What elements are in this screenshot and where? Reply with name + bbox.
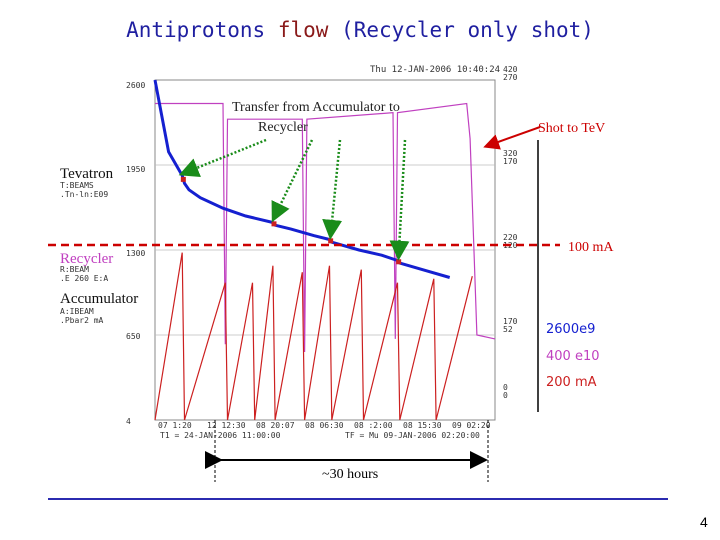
label-100ma: 100 mA — [568, 240, 614, 255]
right-tick-1b: 170 — [503, 157, 518, 166]
left-tick-0: 2600 — [126, 81, 145, 90]
left-tick-2: 1300 — [126, 249, 145, 258]
device-label-tevatron-2: .Tn-ln:E09 — [60, 190, 108, 199]
transfer-label-line1: Transfer from Accumulator to — [232, 100, 400, 115]
left-tick-3: 650 — [126, 332, 141, 341]
recycler-label: Recycler — [60, 251, 113, 267]
transfer-marker-0 — [180, 176, 186, 182]
transfer-label-line2: Recycler — [258, 120, 308, 135]
right-tick-4a: 0 — [503, 383, 508, 392]
title-paren: (Recycler only shot) — [341, 18, 594, 42]
transfer-marker-3 — [396, 259, 402, 265]
right-tick-2a: 220 — [503, 233, 518, 242]
time-axis-end: TF = Mu 09-JAN-2006 02:20:00 — [345, 431, 480, 440]
series-accumulator-line — [154, 252, 473, 421]
right-tick-3b: 52 — [503, 325, 513, 334]
transfer-marker-2 — [328, 238, 334, 244]
time-tick-5: 08 15:30 — [403, 421, 442, 430]
device-label-accumulator-2: .Pbar2 mA — [60, 316, 104, 325]
transfer-marker-1 — [271, 221, 277, 227]
device-label-tevatron-1: T:BEAMS — [60, 181, 94, 190]
shot-label: Shot to TeV — [538, 121, 605, 136]
title-main: Antiprotons — [126, 18, 266, 42]
header-date: Thu 12-JAN-2006 10:40:24 — [370, 65, 500, 75]
device-label-recycler-2: .E 260 E:A — [60, 274, 108, 283]
device-label-accumulator-1: A:IBEAM — [60, 307, 94, 316]
tevatron-label: Tevatron — [60, 166, 114, 182]
device-label-recycler-1: R:BEAM — [60, 265, 89, 274]
time-tick-4: 08 :2:00 — [354, 421, 393, 430]
time-tick-3: 08 06:30 — [305, 421, 344, 430]
time-tick-0: 07 1:20 — [158, 421, 192, 430]
shot-arrow — [483, 126, 541, 150]
right-tick-0b: 270 — [503, 73, 518, 82]
slide-title: Antiprotons flow (Recycler only shot) — [0, 18, 720, 42]
scale-tevatron: 400 e10 — [546, 349, 600, 364]
right-tick-0a: 420 — [503, 65, 518, 74]
left-tick-1: 1950 — [126, 165, 145, 174]
transfer-markers — [180, 176, 402, 265]
left-tick-4: 4 — [126, 417, 131, 426]
time-tick-6: 09 02:20 — [452, 421, 491, 430]
transfer-arrows — [178, 138, 410, 261]
scale-accumulator: 200 mA — [546, 375, 597, 390]
time-axis-start: T1 = 24-JAN-2006 11:00:00 — [160, 431, 281, 440]
page-number: 4 — [700, 514, 708, 530]
right-tick-1a: 320 — [503, 149, 518, 158]
transfer-arrow-0 — [178, 138, 267, 178]
duration-label: ~30 hours — [322, 467, 378, 482]
right-tick-4b: 0 — [503, 391, 508, 400]
gridlines — [155, 164, 495, 336]
title-flow: flow — [277, 18, 329, 42]
transfer-arrow-3 — [389, 139, 410, 261]
time-tick-2: 08 20:07 — [256, 421, 295, 430]
transfer-arrow-1 — [271, 139, 314, 223]
slide-footer-rule — [48, 498, 668, 500]
right-tick-3a: 170 — [503, 317, 518, 326]
time-tick-1: 12 12:30 — [207, 421, 246, 430]
scale-recycler: 2600e9 — [546, 322, 595, 337]
accumulator-label: Accumulator — [60, 291, 138, 307]
